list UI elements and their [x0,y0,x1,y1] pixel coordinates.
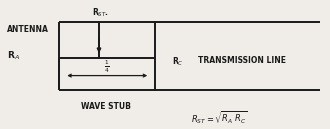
Text: TRANSMISSION LINE: TRANSMISSION LINE [198,56,286,65]
Text: R$_C$: R$_C$ [172,56,183,68]
Text: WAVE STUB: WAVE STUB [81,102,131,111]
Text: R$_A$: R$_A$ [7,50,19,62]
Text: $R_{ST} = \sqrt{R_A\ R_C}$: $R_{ST} = \sqrt{R_A\ R_C}$ [191,110,248,126]
Text: $\frac{1}{4}$: $\frac{1}{4}$ [104,59,110,75]
Text: R$_{ST}$.: R$_{ST}$. [92,6,110,19]
Text: ANTENNA: ANTENNA [7,25,49,34]
